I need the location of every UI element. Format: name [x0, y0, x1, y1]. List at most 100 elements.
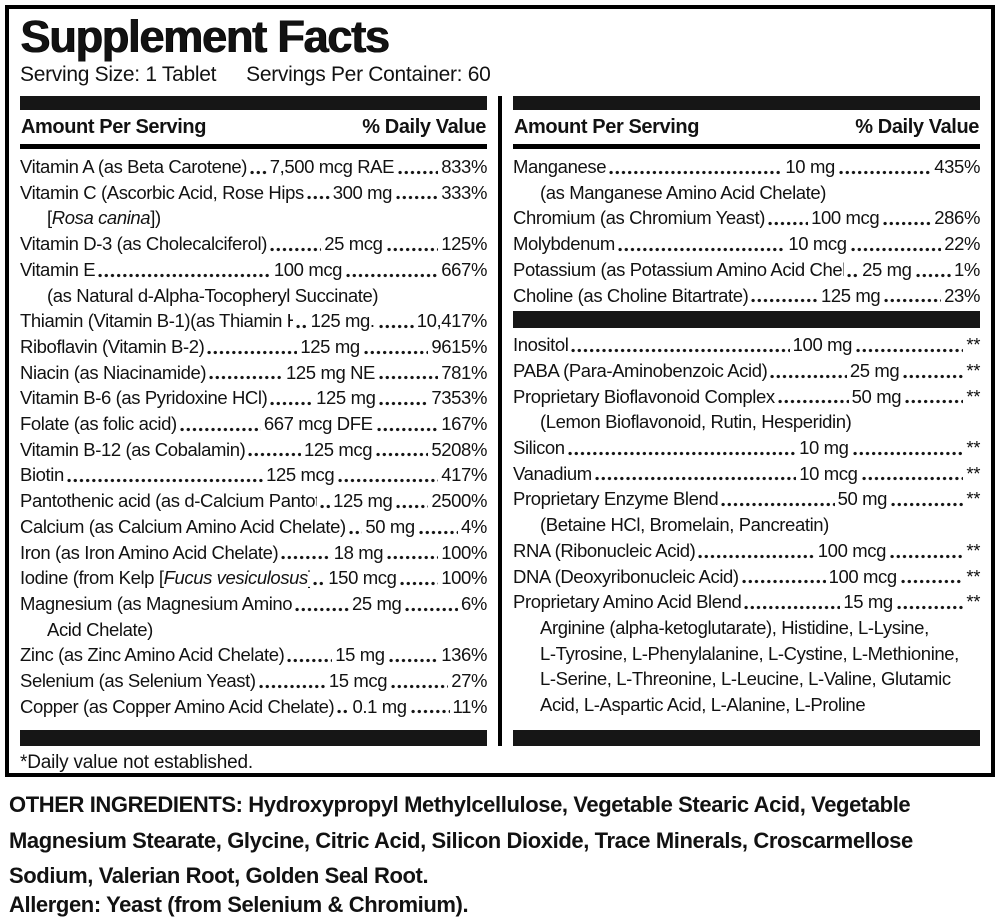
- nutrient-amount: 125 mg: [300, 335, 360, 357]
- header-rule: [513, 144, 980, 149]
- dot-leader: [895, 604, 964, 610]
- dot-leader: [740, 579, 826, 585]
- nutrient-name: Chromium (as Chromium Yeast): [513, 207, 765, 229]
- nutrient-name: Vitamin D-3 (as Cholecalciferol): [20, 233, 267, 255]
- dot-leader: [387, 658, 439, 664]
- nutrient-amount: 0.1 mg: [352, 695, 407, 717]
- nutrient-row: Proprietary Amino Acid Blend 15 mg **: [513, 589, 980, 615]
- nutrient-amount: 125 mcg: [266, 464, 335, 486]
- nutrient-amount: 18 mg: [333, 541, 384, 563]
- nutrient-amount: 125 mg.: [310, 310, 375, 332]
- dot-leader: [97, 272, 271, 278]
- nutrient-amount: 100 mg: [792, 334, 853, 356]
- nutrient-row: Proprietary Enzyme Blend 50 mg **: [513, 486, 980, 512]
- nutrient-name: Magnesium (as Magnesium Amino: [20, 592, 293, 614]
- dot-leader: [375, 426, 439, 432]
- dot-leader: [837, 169, 932, 175]
- dot-leader: [247, 452, 302, 458]
- nutrient-daily-value: **: [966, 565, 980, 587]
- nutrient-name: Vitamin C (Ascorbic Acid, Rose Hips: [20, 181, 304, 203]
- dot-leader: [335, 709, 350, 715]
- amount-per-serving-header: Amount Per Serving: [21, 116, 207, 138]
- column-spacer: [513, 718, 980, 730]
- dot-leader: [305, 195, 330, 201]
- nutrient-daily-value: **: [966, 437, 980, 459]
- nutrient-daily-value: 27%: [451, 670, 488, 692]
- nutrient-daily-value: 100%: [441, 567, 487, 589]
- dot-leader: [318, 503, 331, 509]
- nutrient-row: Selenium (as Selenium Yeast) 15 mcg 27%: [20, 668, 487, 694]
- dot-leader: [294, 606, 350, 612]
- nutrient-name: Niacin (as Niacinamide): [20, 361, 207, 383]
- daily-value-header: % Daily Value: [362, 116, 486, 138]
- dot-leader: [849, 246, 942, 252]
- nutrient-amount: 300 mg: [332, 181, 393, 203]
- nutrient-row: Vitamin B-6 (as Pyridoxine HCl) 125 mg 735…: [20, 385, 487, 411]
- servings-per-container: Servings Per Container: 60: [246, 63, 491, 86]
- nutrient-daily-value: 435%: [934, 156, 980, 177]
- dot-leader: [608, 169, 783, 175]
- nutrient-columns: Amount Per Serving % Daily Value Vitamin…: [20, 96, 980, 746]
- dot-leader: [390, 683, 449, 689]
- nutrient-row: Potassium (as Potassium Amino Acid Chela…: [513, 257, 980, 283]
- nutrient-amount: 10 mg: [785, 156, 835, 177]
- nutrient-row: Vitamin C (Ascorbic Acid, Rose Hips 300 m…: [20, 180, 487, 206]
- nutrient-continuation: (as Manganese Amino Acid Chelate): [540, 181, 827, 203]
- serving-size: Serving Size: 1 Tablet: [20, 63, 217, 86]
- nutrient-daily-value: 136%: [441, 644, 487, 666]
- dot-leader: [882, 221, 932, 227]
- nutrient-row: Zinc (as Zinc Amino Acid Chelate) 15 mg 13…: [20, 642, 487, 668]
- column-bottom-bar: [513, 730, 980, 746]
- dot-leader: [269, 401, 314, 407]
- dot-leader: [377, 323, 414, 329]
- nutrient-amount: 25 mcg: [324, 233, 383, 255]
- nutrient-amount: 100 mcg: [828, 565, 898, 587]
- dot-leader: [851, 450, 964, 456]
- column-header: Amount Per Serving % Daily Value: [20, 112, 487, 144]
- dot-leader: [280, 555, 331, 561]
- nutrient-daily-value: **: [966, 488, 981, 510]
- nutrient-name: Proprietary Amino Acid Blend: [513, 591, 742, 613]
- nutrient-continuation: (as Natural d-Alpha-Tocopheryl Succinate…: [47, 284, 379, 306]
- nutrient-row: Vanadium 10 mcg **: [513, 461, 980, 487]
- nutrient-rows-right-top: Manganese 10 mg 435% (as Manganese Amino Ac…: [513, 154, 980, 308]
- nutrient-name: Vitamin E: [20, 258, 96, 280]
- nutrient-row: Copper (as Copper Amino Acid Chelate) 0.1…: [20, 694, 487, 720]
- nutrient-row: Thiamin (Vitamin B-1)(as Thiamin HCl) 125…: [20, 308, 487, 334]
- nutrient-daily-value: 125%: [441, 233, 487, 255]
- nutrient-amount: 10 mcg: [788, 233, 847, 255]
- dot-leader: [286, 658, 333, 664]
- nutrient-daily-value: 667%: [441, 258, 487, 280]
- nutrient-daily-value: 417%: [441, 464, 487, 486]
- column-top-bar: [20, 96, 487, 110]
- nutrient-daily-value: 100%: [441, 541, 487, 563]
- nutrient-daily-value: **: [966, 385, 981, 407]
- nutrient-daily-value: 6%: [461, 592, 487, 614]
- dot-leader: [899, 579, 964, 585]
- dot-leader: [311, 580, 326, 586]
- dot-leader: [616, 246, 786, 252]
- nutrient-amount: 10 mg: [799, 437, 849, 459]
- nutrient-row: Silicon 10 mg **: [513, 435, 980, 461]
- column-header: Amount Per Serving % Daily Value: [513, 112, 980, 144]
- nutrient-name: Vitamin B-6 (as Pyridoxine HCl): [20, 387, 268, 409]
- dot-leader: [409, 709, 450, 715]
- nutrient-continuation: [Rosa canina]): [47, 207, 161, 229]
- nutrient-name: Proprietary Enzyme Blend: [513, 488, 719, 510]
- nutrient-daily-value: 167%: [441, 413, 488, 435]
- nutrient-daily-value: 333%: [441, 181, 487, 203]
- nutrient-row: PABA (Para-Aminobenzoic Acid) 25 mg **: [513, 358, 980, 384]
- nutrient-daily-value: 5208%: [431, 438, 487, 460]
- dot-leader: [362, 349, 429, 355]
- nutrient-name: Iodine (from Kelp [Fucus vesiculosus]): [20, 567, 310, 589]
- other-ingredients-text: Hydroxypropyl Methylcellulose, Vegetable…: [9, 792, 913, 888]
- dot-leader: [377, 375, 439, 381]
- dot-leader: [860, 476, 964, 482]
- nutrient-amount: 100 mcg: [817, 539, 887, 561]
- supplement-facts-panel: Supplement Facts Serving Size: 1 Tablet …: [5, 5, 995, 777]
- column-right: Amount Per Serving % Daily Value Mangane…: [513, 96, 980, 746]
- nutrient-name: Calcium (as Calcium Amino Acid Chelate): [20, 515, 346, 537]
- dot-leader: [889, 502, 964, 508]
- nutrient-amount: 150 mcg: [328, 567, 397, 589]
- nutrient-row: Magnesium (as Magnesium Amino 25 mg 6%: [20, 591, 487, 617]
